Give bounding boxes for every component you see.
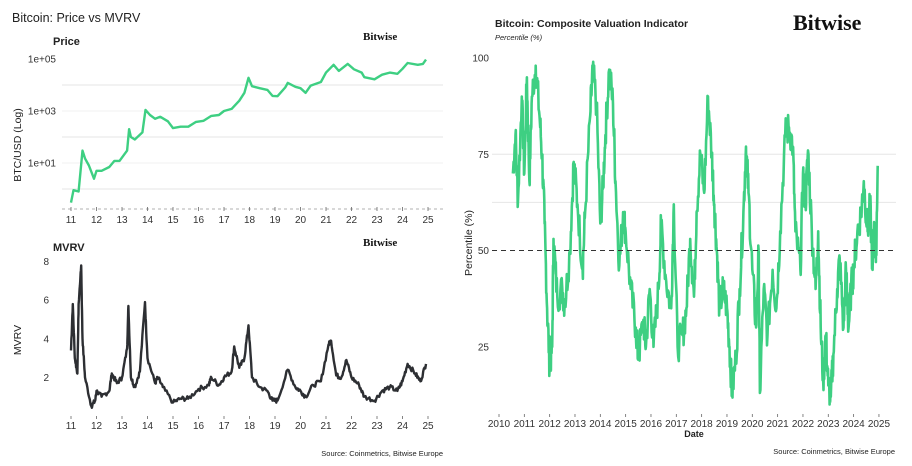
price-x-tick-label: 22 <box>346 215 358 226</box>
mvrv-x-tick-label: 14 <box>142 421 154 432</box>
mvrv-x-tick-label: 20 <box>295 421 307 432</box>
mvrv-x-tick-label: 22 <box>346 421 358 432</box>
price-series-line <box>69 58 427 203</box>
mvrv-y-axis-label: MVRV <box>12 325 24 355</box>
cvi-chart-subtitle: Percentile (%) <box>495 33 543 42</box>
cvi-y-axis-label: Percentile (%) <box>463 210 475 276</box>
price-x-tick-label: 13 <box>116 215 128 226</box>
price-x-tick-label: 16 <box>193 215 205 226</box>
price-chart: 1e+01 1e+03 1e+05 11 12 13 14 15 16 17 18 19 20 21 22 2… <box>28 55 443 226</box>
bitwise-logo-price: Bitwise <box>363 31 397 43</box>
mvrv-x-tick-label: 12 <box>91 421 103 432</box>
price-x-tick-label: 21 <box>320 215 332 226</box>
cvi-x-tick-label: 2020 <box>741 419 764 430</box>
cvi-x-tick-label: 2013 <box>564 419 587 430</box>
price-x-tick-label: 15 <box>167 215 179 226</box>
cvi-series-line <box>511 60 879 406</box>
cvi-x-tick-label: 2015 <box>615 419 638 430</box>
cvi-x-tick-label: 2021 <box>767 419 790 430</box>
mvrv-x-tick-label: 19 <box>269 421 281 432</box>
price-x-tick-label: 25 <box>422 215 434 226</box>
price-y-tick-label: 1e+03 <box>28 107 57 118</box>
mvrv-x-tick-label: 11 <box>66 421 77 432</box>
cvi-x-tick-label: 2022 <box>792 419 815 430</box>
price-x-tick-label: 19 <box>269 215 281 226</box>
cvi-x-tick-label: 2017 <box>665 419 688 430</box>
price-x-tick-label: 24 <box>397 215 409 226</box>
right-source-note: Source: Coinmetrics, Bitwise Europe <box>773 447 895 456</box>
mvrv-y-tick-label: 4 <box>43 334 49 345</box>
cvi-x-axis-label: Date <box>684 429 704 439</box>
mvrv-x-tick-label: 23 <box>371 421 383 432</box>
price-y-axis-label: BTC/USD (Log) <box>12 108 24 182</box>
price-chart-title: Price <box>53 36 80 48</box>
mvrv-y-tick-label: 6 <box>43 296 49 307</box>
mvrv-x-tick-label: 18 <box>244 421 256 432</box>
price-x-tick-label: 17 <box>218 215 230 226</box>
mvrv-series-line <box>69 264 428 409</box>
mvrv-x-tick-label: 15 <box>167 421 179 432</box>
price-x-tick-label: 12 <box>91 215 103 226</box>
cvi-x-tick-label: 2025 <box>868 419 891 430</box>
left-panel-title: Bitcoin: Price vs MVRV <box>12 11 141 25</box>
bitwise-logo-mvrv: Bitwise <box>363 237 397 249</box>
cvi-x-tick-label: 2018 <box>691 419 714 430</box>
cvi-y-tick-label: 75 <box>478 150 490 161</box>
cvi-x-tick-label: 2014 <box>589 419 612 430</box>
mvrv-y-tick-label: 2 <box>43 373 49 384</box>
cvi-x-tick-label: 2024 <box>842 419 865 430</box>
left-source-note: Source: Coinmetrics, Bitwise Europe <box>321 449 443 458</box>
mvrv-x-tick-label: 17 <box>218 421 230 432</box>
price-x-tick-label: 20 <box>295 215 307 226</box>
cvi-x-tick-label: 2012 <box>539 419 562 430</box>
price-x-tick-label: 23 <box>371 215 383 226</box>
mvrv-x-tick-label: 13 <box>116 421 128 432</box>
price-y-tick-label: 1e+05 <box>28 55 57 66</box>
mvrv-x-tick-label: 25 <box>422 421 434 432</box>
mvrv-x-tick-label: 21 <box>320 421 332 432</box>
bitwise-logo-cvi: Bitwise <box>793 10 862 35</box>
cvi-x-tick-label: 2023 <box>817 419 840 430</box>
price-x-tick-label: 14 <box>142 215 154 226</box>
cvi-x-tick-label: 2010 <box>488 419 511 430</box>
mvrv-chart-title: MVRV <box>53 242 85 254</box>
cvi-x-tick-label: 2011 <box>514 419 536 430</box>
mvrv-x-tick-label: 24 <box>397 421 409 432</box>
price-y-tick-label: 1e+01 <box>28 159 57 170</box>
cvi-x-tick-label: 2019 <box>716 419 739 430</box>
price-x-tick-label: 11 <box>66 215 77 226</box>
cvi-chart-title: Bitcoin: Composite Valuation Indicator <box>495 18 688 30</box>
mvrv-x-tick-label: 16 <box>193 421 205 432</box>
cvi-y-tick-label: 50 <box>478 246 490 257</box>
cvi-y-tick-label: 25 <box>478 342 490 353</box>
price-x-tick-label: 18 <box>244 215 256 226</box>
mvrv-y-tick-label: 8 <box>43 257 49 268</box>
cvi-y-tick-label: 100 <box>472 54 489 65</box>
cvi-x-tick-label: 2016 <box>640 419 663 430</box>
